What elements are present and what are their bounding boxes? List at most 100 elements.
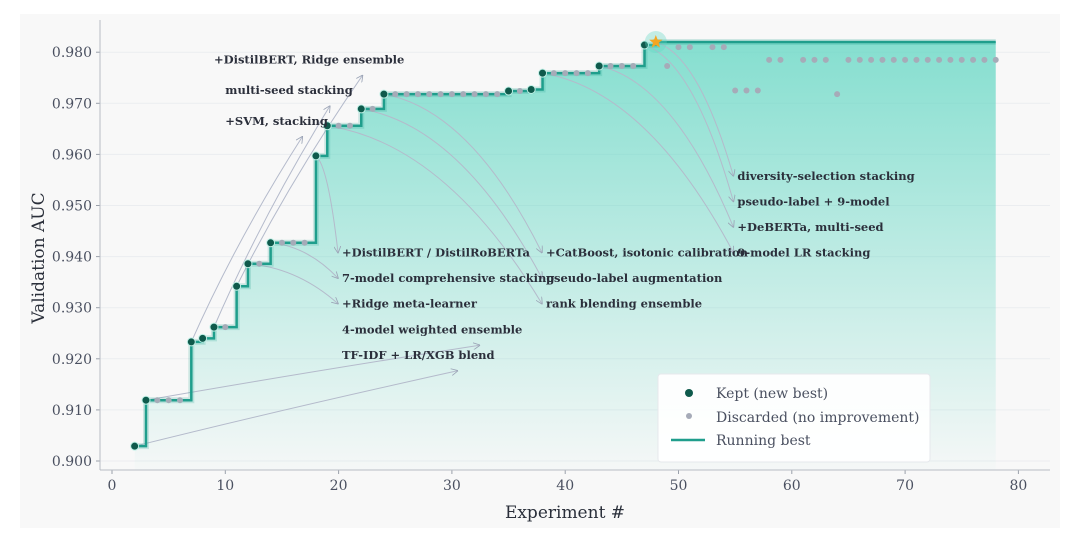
x-tick-label: 50 [670, 478, 688, 494]
annotation-label: +DeBERTa, multi-seed [737, 220, 883, 234]
best-star-icon [649, 35, 663, 48]
annotation-label: +DistilBERT / DistilRoBERTa [342, 246, 530, 260]
x-tick-label: 70 [896, 478, 914, 494]
y-tick-label: 0.970 [52, 96, 92, 112]
kept-point [198, 333, 208, 343]
annotation-label: 4-model weighted ensemble [342, 322, 522, 336]
discarded-point [392, 91, 399, 98]
y-tick-label: 0.930 [52, 301, 92, 317]
discarded-point [301, 239, 308, 246]
discarded-point [913, 56, 920, 63]
discarded-point [165, 397, 172, 404]
discarded-point [607, 62, 614, 69]
legend-kept-label: Kept (new best) [716, 386, 828, 402]
discarded-point [482, 91, 489, 98]
discarded-point [290, 239, 297, 246]
annotation-label: +Ridge meta-learner [342, 297, 478, 311]
annotation-arrow [542, 72, 734, 252]
legend-box [657, 373, 931, 463]
annotation-arrow [361, 108, 542, 278]
discarded-point [834, 91, 841, 98]
discarded-point [811, 56, 818, 63]
kept-point [209, 322, 219, 332]
kept-point [186, 337, 196, 347]
discarded-point [856, 56, 863, 63]
discarded-point [414, 91, 421, 98]
annotation-label: rank blending ensemble [546, 297, 702, 311]
legend-discarded-marker [686, 413, 692, 419]
annotation-arrow [327, 125, 542, 304]
kept-point [379, 89, 389, 99]
discarded-point [335, 122, 342, 129]
annotation-arrow [134, 371, 458, 447]
discarded-point [550, 70, 557, 77]
x-tick-label: 30 [443, 478, 461, 494]
kept-point [526, 85, 536, 95]
y-tick-label: 0.950 [52, 199, 92, 215]
legend-running-label: Running best [716, 433, 811, 449]
discarded-point [369, 105, 376, 112]
discarded-point [766, 56, 773, 63]
annotation-arrow [145, 345, 480, 401]
annotation-arrow [190, 137, 302, 343]
kept-point [232, 281, 242, 291]
discarded-point [732, 87, 739, 94]
kept-point [594, 61, 604, 71]
x-tick-label: 20 [330, 478, 348, 494]
discarded-point [981, 56, 988, 63]
discarded-point [686, 44, 693, 51]
discarded-point [879, 56, 886, 63]
annotation-arrow [644, 44, 734, 201]
annotation-label: TF-IDF + LR/XGB blend [342, 348, 495, 362]
discarded-point [437, 91, 444, 98]
annotation-label: pseudo-label + 9-model [737, 195, 890, 209]
kept-point [243, 259, 253, 269]
kept-point [141, 395, 151, 405]
discarded-point [924, 56, 931, 63]
discarded-point [222, 324, 229, 331]
annotation-label: pseudo-label augmentation [546, 271, 723, 285]
discarded-point [709, 44, 716, 51]
annotation-label: multi-seed stacking [225, 83, 352, 97]
running-best-fill [134, 41, 996, 470]
kept-point [311, 151, 321, 161]
x-tick-label: 10 [216, 478, 234, 494]
discarded-point [584, 70, 591, 77]
discarded-point [562, 70, 569, 77]
discarded-point [992, 56, 999, 63]
legend: Kept (new best) Discarded (no improvemen… [657, 373, 931, 463]
discarded-point [403, 91, 410, 98]
discarded-point [777, 56, 784, 63]
discarded-point [471, 91, 478, 98]
kept-point [322, 121, 332, 131]
discarded-point [890, 56, 897, 63]
discarded-point [720, 44, 727, 51]
annotation-arrow [213, 106, 330, 328]
x-tick-label: 40 [556, 478, 574, 494]
discarded-point [743, 87, 750, 94]
y-tick-label: 0.940 [52, 250, 92, 266]
legend-kept-marker [685, 389, 693, 397]
discarded-point [494, 91, 501, 98]
legend-discarded-label: Discarded (no improvement) [716, 410, 919, 426]
discarded-point [958, 56, 965, 63]
kept-point [640, 40, 650, 50]
kept-point [504, 86, 514, 96]
discarded-point [822, 56, 829, 63]
x-axis-label: Experiment # [505, 503, 625, 523]
y-tick-label: 0.960 [52, 147, 92, 163]
discarded-point [947, 56, 954, 63]
discarded-point [256, 260, 263, 267]
discarded-point [516, 88, 523, 95]
x-tick-label: 60 [783, 478, 801, 494]
annotation-arrow [655, 41, 734, 176]
discarded-point [448, 91, 455, 98]
y-tick-label: 0.920 [52, 352, 92, 368]
discarded-point [675, 44, 682, 51]
annotation-label: +SVM, stacking [225, 114, 328, 128]
discarded-point [346, 122, 353, 129]
annotation-label: +DistilBERT, Ridge ensemble [214, 52, 404, 66]
discarded-point [754, 87, 761, 94]
discarded-point [664, 62, 671, 69]
